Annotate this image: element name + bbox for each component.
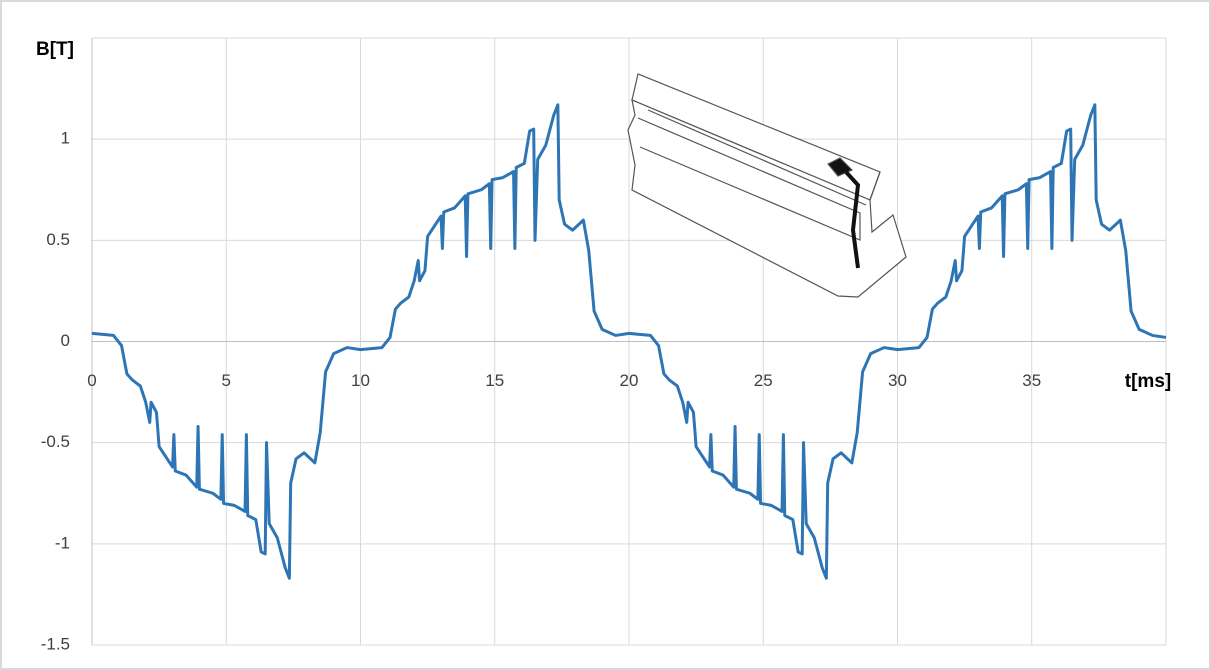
x-tick-label: 25 bbox=[754, 371, 773, 390]
data-line bbox=[91, 103, 1167, 580]
x-tick-label: 30 bbox=[888, 371, 907, 390]
x-tick-label: 10 bbox=[351, 371, 370, 390]
grid bbox=[91, 37, 1167, 646]
x-tick-label: 15 bbox=[485, 371, 504, 390]
y-tick-label: -1 bbox=[55, 533, 70, 552]
x-tick-label: 20 bbox=[620, 371, 639, 390]
rail-inset bbox=[627, 73, 907, 298]
x-tick-label: 0 bbox=[87, 371, 96, 390]
y-tick-label: -1.5 bbox=[41, 634, 70, 653]
y-tick-label: -0.5 bbox=[41, 432, 70, 451]
y-tick-label: 1 bbox=[61, 129, 70, 148]
x-axis-title: t[ms] bbox=[1125, 371, 1171, 392]
y-tick-label: 0 bbox=[61, 331, 70, 350]
y-axis-title: B[T] bbox=[36, 39, 74, 60]
x-tick-label: 5 bbox=[222, 371, 231, 390]
x-tick-label: 35 bbox=[1022, 371, 1041, 390]
y-tick-label: 0.5 bbox=[46, 230, 70, 249]
